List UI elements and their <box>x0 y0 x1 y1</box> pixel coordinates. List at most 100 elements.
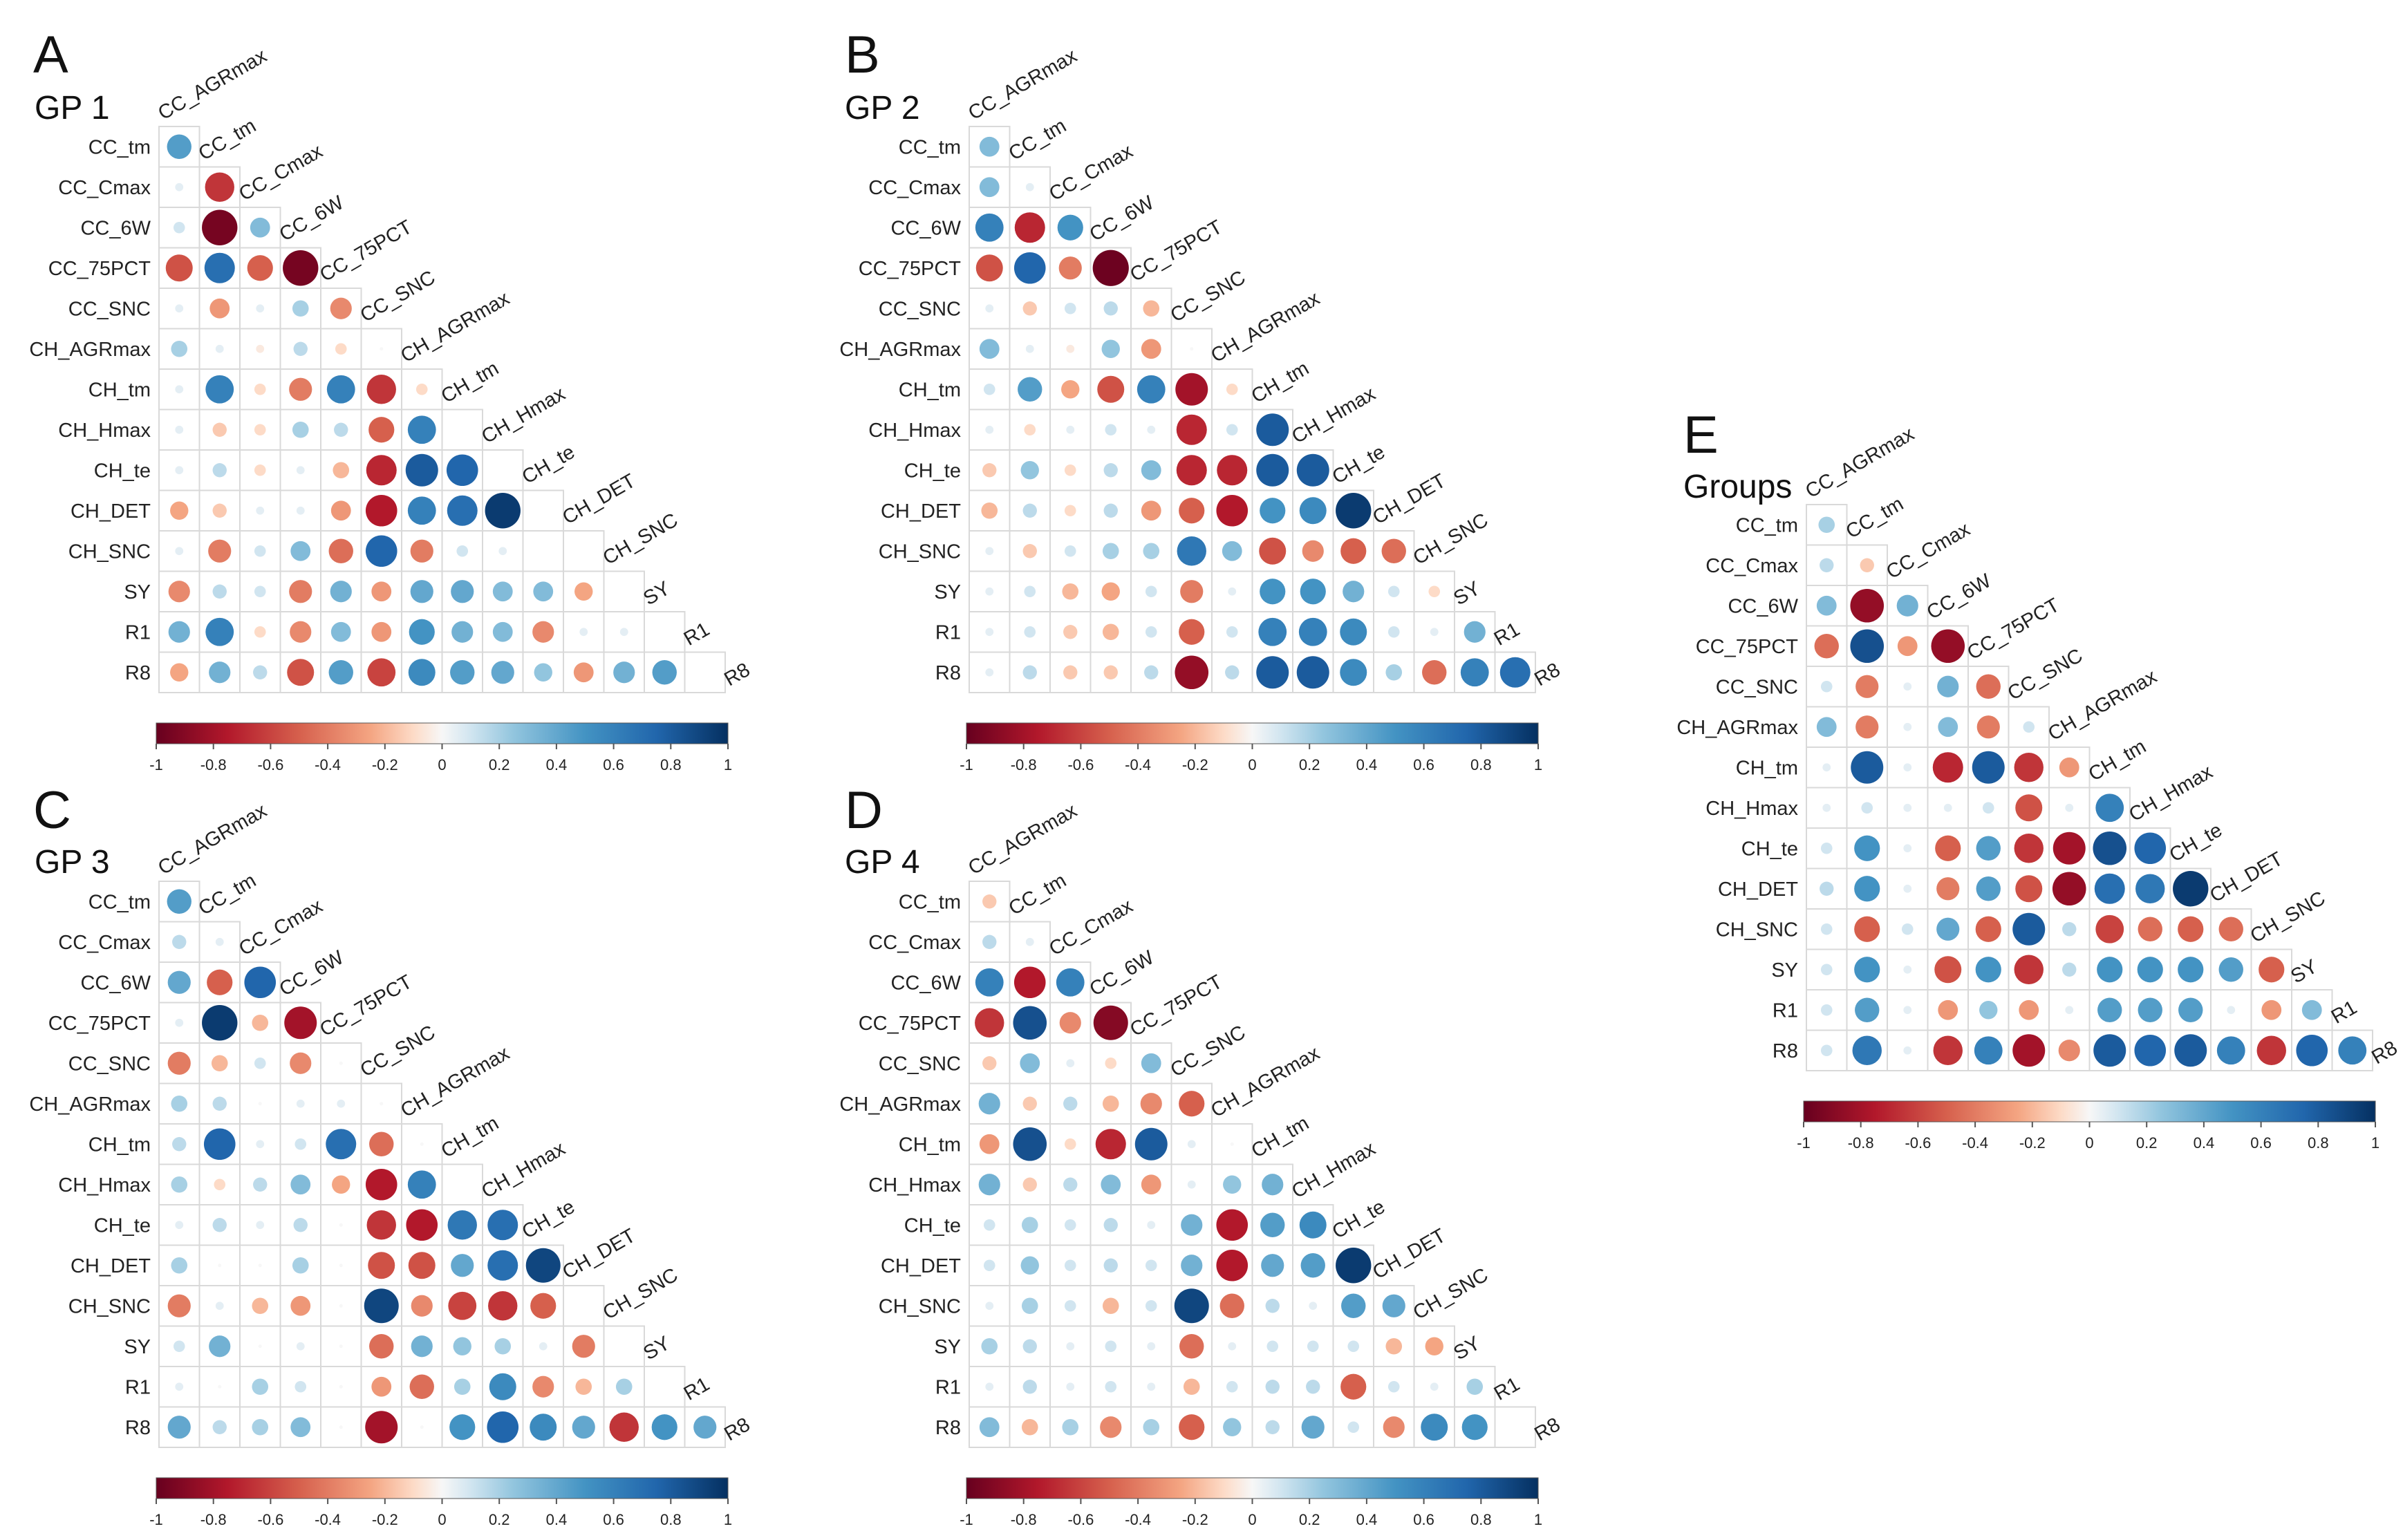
corr-circle <box>1336 493 1372 529</box>
corr-circle <box>1903 965 1912 974</box>
corr-circle <box>1175 373 1208 406</box>
row-label: CH_SNC <box>879 1295 961 1317</box>
colorbar-tick-label: -1 <box>1797 1134 1811 1152</box>
row-label: CC_Cmax <box>868 177 961 199</box>
corr-circle <box>407 415 436 444</box>
corr-circle <box>254 383 266 395</box>
corr-circle <box>1147 1221 1156 1230</box>
colorbar-tick-label: -0.2 <box>372 1511 398 1528</box>
corr-circle <box>1190 347 1194 351</box>
corr-circle <box>1180 580 1204 603</box>
corr-circle <box>1177 536 1206 566</box>
corr-circle <box>1066 1059 1075 1068</box>
row-label: SY <box>934 1336 961 1358</box>
corr-circle <box>2134 1034 2167 1067</box>
corr-circle <box>1903 884 1912 893</box>
corr-circle <box>1347 1421 1360 1434</box>
row-label: CC_Cmax <box>58 177 151 199</box>
corr-circle <box>253 665 268 679</box>
corr-circle <box>1102 1095 1119 1112</box>
row-label: CH_SNC <box>68 1295 151 1317</box>
corr-circle <box>1499 657 1531 688</box>
corr-circle <box>2218 917 2243 941</box>
corr-circle <box>339 1264 343 1268</box>
corr-circle <box>168 621 190 643</box>
corr-circle <box>979 136 1000 157</box>
colorbar-tick-label: -0.4 <box>315 756 341 773</box>
corr-circle <box>1347 1340 1360 1353</box>
corr-circle <box>1062 583 1079 600</box>
colorbar-tick-label: -0.2 <box>2019 1134 2046 1152</box>
corr-circle <box>1217 455 1248 486</box>
row-label: CH_te <box>94 460 151 482</box>
corr-circle <box>167 1051 191 1075</box>
panel-title: Groups <box>1683 469 1792 505</box>
corr-circle <box>1266 1340 1279 1353</box>
corr-circle <box>1021 1418 1038 1436</box>
corr-circle <box>1187 1180 1196 1189</box>
corr-circle <box>1093 1005 1128 1040</box>
panel-title: GP 4 <box>845 844 920 881</box>
corr-circle <box>1340 1373 1367 1400</box>
corr-circle <box>296 506 305 515</box>
corr-circle <box>1820 558 1834 572</box>
corr-circle <box>1228 1342 1237 1351</box>
corr-circle <box>450 660 475 685</box>
corr-circle <box>983 1259 995 1272</box>
corr-circle <box>1103 301 1118 316</box>
row-label: R1 <box>935 621 961 644</box>
corr-circle <box>1299 1211 1327 1239</box>
corr-circle <box>1187 1140 1196 1149</box>
corr-circle <box>371 621 392 642</box>
corr-circle <box>1216 494 1249 527</box>
corr-circle <box>172 935 187 949</box>
corr-circle <box>290 1295 311 1316</box>
corr-circle <box>1020 1053 1040 1073</box>
corr-circle <box>1265 1380 1280 1394</box>
corr-circle <box>982 894 997 909</box>
corr-circle <box>292 421 309 438</box>
colorbar-tick-label: -0.2 <box>1182 1511 1208 1528</box>
corr-circle <box>364 1288 399 1324</box>
corr-circle <box>1223 1418 1242 1436</box>
corr-circle <box>167 970 191 994</box>
row-label: CH_AGRmax <box>29 339 151 361</box>
corr-circle <box>1101 339 1120 358</box>
corr-circle <box>292 1257 309 1274</box>
corr-circle <box>534 663 552 682</box>
corr-circle <box>2135 874 2165 903</box>
colorbar-tick-label: 0 <box>1248 1511 1256 1528</box>
corr-circle <box>290 621 312 643</box>
corr-circle <box>205 172 234 202</box>
corr-circle <box>1143 543 1160 560</box>
row-label: SY <box>934 581 961 603</box>
corr-circle <box>2138 997 2162 1022</box>
colorbar-tick-label: 0 <box>2085 1134 2093 1152</box>
corr-circle <box>985 1302 994 1311</box>
colorbar-tick-label: 0.8 <box>1470 756 1492 773</box>
row-label: CH_AGRmax <box>839 1093 961 1116</box>
corr-circle <box>982 1056 997 1071</box>
corr-circle <box>254 1057 266 1069</box>
corr-circle <box>1422 660 1447 685</box>
corr-circle <box>1820 1044 1833 1057</box>
corr-circle <box>1931 629 1965 664</box>
corr-circle <box>488 1291 518 1321</box>
corr-circle <box>165 254 193 282</box>
corr-circle <box>2216 1036 2245 1065</box>
corr-circle <box>1387 626 1400 638</box>
corr-circle <box>326 375 355 404</box>
corr-circle <box>1385 664 1403 681</box>
corr-circle <box>1976 674 2001 699</box>
corr-circle <box>982 935 997 949</box>
colorbar-tick-label: 0.2 <box>2136 1134 2158 1152</box>
corr-circle <box>1816 717 1837 738</box>
corr-circle <box>1226 626 1238 638</box>
colorbar <box>156 1477 729 1499</box>
row-label: CH_tm <box>899 379 961 401</box>
panel-title: GP 2 <box>845 90 920 126</box>
corr-circle <box>1105 1380 1117 1393</box>
corr-circle <box>254 585 266 598</box>
corr-circle <box>2062 962 2077 977</box>
